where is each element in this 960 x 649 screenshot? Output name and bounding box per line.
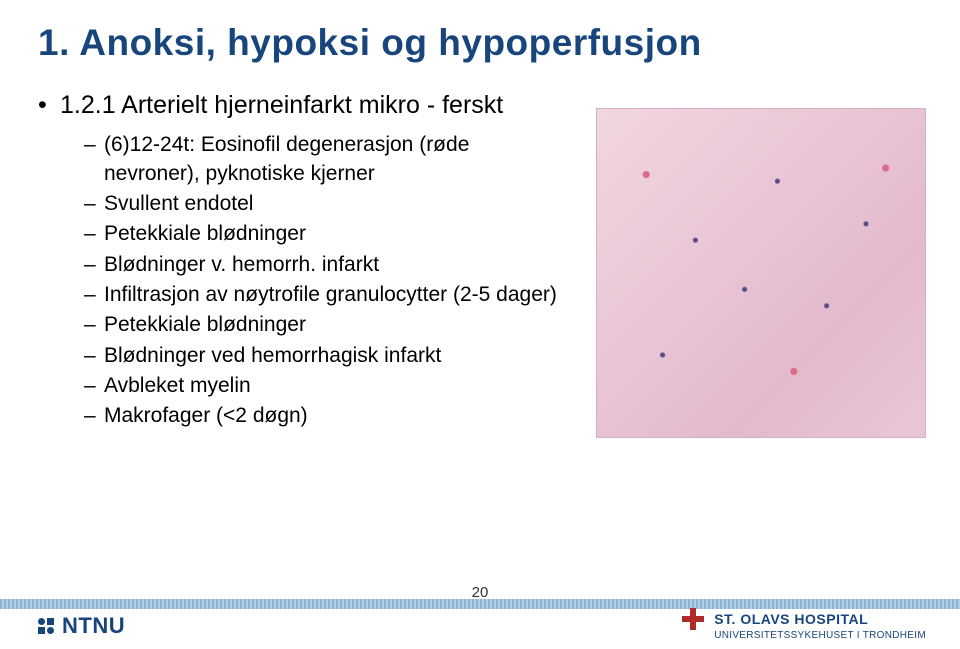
subheading: •1.2.1 Arterielt hjerneinfarkt mikro - f… [38,90,558,121]
list-item: Makrofager (<2 døgn) [84,402,558,430]
list-item: (6)12-24t: Eosinofil degenerasjon (røde … [84,131,558,188]
subheading-text: 1.2.1 Arterielt hjerneinfarkt mikro - fe… [60,91,503,119]
list-item: Blødninger ved hemorrhagisk infarkt [84,342,558,370]
ntnu-mark-icon [38,618,54,634]
list-item: Svullent endotel [84,190,558,218]
list-item: Infiltrasjon av nøytrofile granulocytter… [84,281,558,309]
cross-icon [682,608,704,630]
list-item: Blødninger v. hemorrh. infarkt [84,251,558,279]
stolav-title: ST. OLAVS HOSPITAL [714,611,868,627]
slide: 1. Anoksi, hypoksi og hypoperfusjon •1.2… [0,0,960,649]
list-item: Avbleket myelin [84,372,558,400]
histology-image [596,108,926,438]
ntnu-logo: NTNU [38,613,125,639]
stolav-subtitle: UNIVERSITETSSYKEHUSET I TRONDHEIM [714,630,926,641]
ntnu-text: NTNU [62,613,125,639]
list-item: Petekkiale blødninger [84,220,558,248]
stolav-logo: ST. OLAVS HOSPITAL UNIVERSITETSSYKEHUSET… [682,608,926,641]
list-item: Petekkiale blødninger [84,311,558,339]
footer: 20 NTNU ST. OLAVS HOSPITAL UNIVERSITETSS… [0,571,960,649]
content-block: •1.2.1 Arterielt hjerneinfarkt mikro - f… [38,90,558,433]
bullet-dot: • [38,90,60,121]
slide-title: 1. Anoksi, hypoksi og hypoperfusjon [38,22,702,64]
